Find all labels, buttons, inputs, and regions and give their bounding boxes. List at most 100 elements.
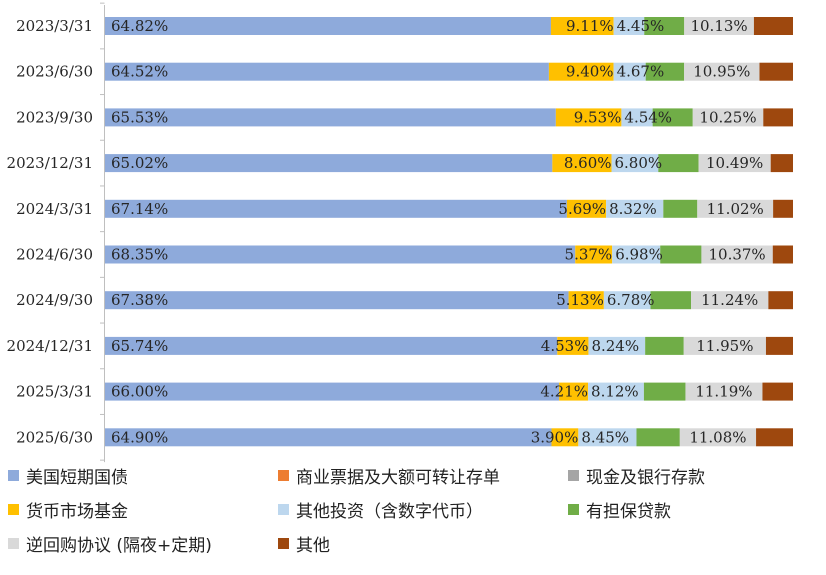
legend-item: 现金及银行存款 [568, 463, 705, 488]
legend-swatch [8, 504, 19, 515]
bar-segment [650, 291, 692, 310]
legend-item: 逆回购协议 (隔夜+定期) [8, 531, 212, 556]
bar-segment [684, 62, 760, 81]
y-tick-label: 2024/3/31 [16, 200, 93, 218]
y-tick-label: 2023/9/30 [16, 108, 93, 126]
bar-segment [643, 382, 686, 401]
bar-segment [768, 291, 793, 310]
bar-segment [636, 428, 680, 447]
bar-segment [105, 245, 576, 264]
bar-segment [765, 336, 793, 355]
bar-segment [658, 154, 699, 173]
bar-segment [679, 428, 757, 447]
data-label: 11.24% [701, 291, 758, 309]
bar-segment [660, 245, 702, 264]
data-label: 65.53% [111, 108, 168, 126]
bar-segment [773, 199, 793, 218]
bar-segment [603, 291, 651, 310]
bar-segment [685, 382, 763, 401]
bar-segment [105, 17, 551, 35]
bar-segment [652, 108, 693, 127]
bar-segment [551, 428, 579, 447]
bar-segment [645, 336, 684, 355]
bar-segment [612, 245, 661, 264]
data-label: 4.21% [540, 383, 588, 401]
legend-item: 其他 [278, 531, 330, 556]
legend-swatch [8, 538, 19, 549]
bar-segment [763, 108, 793, 127]
data-label: 67.14% [111, 200, 168, 218]
bar-segment [663, 199, 698, 218]
data-label: 4.53% [541, 337, 589, 355]
data-label: 64.90% [111, 428, 168, 446]
legend-item: 商业票据及大额可转让存单 [278, 463, 500, 488]
legend-label: 美国短期国债 [26, 468, 128, 488]
data-label: 10.25% [699, 108, 756, 126]
bar-segment [105, 336, 558, 355]
data-label: 5.37% [565, 246, 613, 264]
legend-swatch [278, 470, 289, 481]
data-label: 10.49% [706, 154, 763, 172]
data-label: 8.32% [609, 200, 657, 218]
bar-segment [759, 62, 793, 81]
bar-segment [770, 154, 793, 173]
bar-segment [588, 382, 644, 401]
data-label: 9.40% [566, 63, 614, 81]
data-label: 65.74% [111, 337, 168, 355]
data-label: 10.37% [708, 246, 765, 264]
bar-segment [559, 382, 589, 401]
data-label: 64.52% [111, 63, 168, 81]
legend-item: 货币市场基金 [8, 497, 128, 522]
bar-segment [613, 17, 645, 35]
bar-segment [555, 108, 622, 127]
bar-segment [575, 245, 613, 264]
legend-label: 逆回购协议 (隔夜+定期) [26, 536, 212, 556]
bar-segment [772, 245, 793, 264]
bar-segment [645, 62, 685, 81]
legend-swatch [568, 504, 579, 515]
bar-segment [105, 108, 556, 127]
y-tick-label: 2023/3/31 [16, 17, 93, 35]
bar-segment [550, 17, 614, 35]
bar-segment [611, 154, 659, 173]
bar-segment [644, 17, 685, 35]
y-tick-label: 2025/3/31 [16, 383, 93, 401]
bar-segment [697, 199, 774, 218]
data-label: 6.78% [607, 291, 655, 309]
data-label: 8.24% [591, 337, 639, 355]
data-label: 11.08% [689, 428, 746, 446]
bar-segment [683, 336, 766, 355]
data-label: 68.35% [111, 246, 168, 264]
data-label: 4.67% [617, 63, 665, 81]
y-tick-label: 2025/6/30 [16, 428, 93, 446]
y-tick-label: 2024/6/30 [16, 246, 93, 264]
legend-swatch [278, 538, 289, 549]
data-label: 5.69% [558, 200, 606, 218]
data-label: 11.19% [695, 383, 752, 401]
data-label: 6.98% [615, 246, 663, 264]
legend-label: 其他 [296, 536, 330, 556]
data-label: 9.53% [574, 108, 622, 126]
bar-segment [568, 291, 604, 310]
legend-label: 货币市场基金 [26, 502, 128, 522]
bar-segment [684, 17, 754, 35]
bar-segment [105, 428, 552, 447]
data-label: 11.95% [696, 337, 753, 355]
data-label: 9.11% [566, 17, 614, 35]
y-tick-label: 2023/6/30 [16, 63, 93, 81]
data-label: 8.45% [581, 428, 629, 446]
data-label: 5.13% [556, 291, 604, 309]
legend-swatch [8, 470, 19, 481]
data-label: 64.82% [111, 17, 168, 35]
data-label: 6.80% [615, 154, 663, 172]
bar-segment [621, 108, 653, 127]
legend-item: 其他投资（含数字代币） [278, 497, 483, 522]
legend-item: 有担保贷款 [568, 497, 671, 522]
data-label: 10.13% [690, 17, 747, 35]
bar-segment [698, 154, 771, 173]
bar-segment [762, 382, 793, 401]
bar-segment [692, 108, 764, 127]
bar-segment [578, 428, 637, 447]
bar-segment [105, 154, 553, 173]
bar-segment [548, 62, 614, 81]
